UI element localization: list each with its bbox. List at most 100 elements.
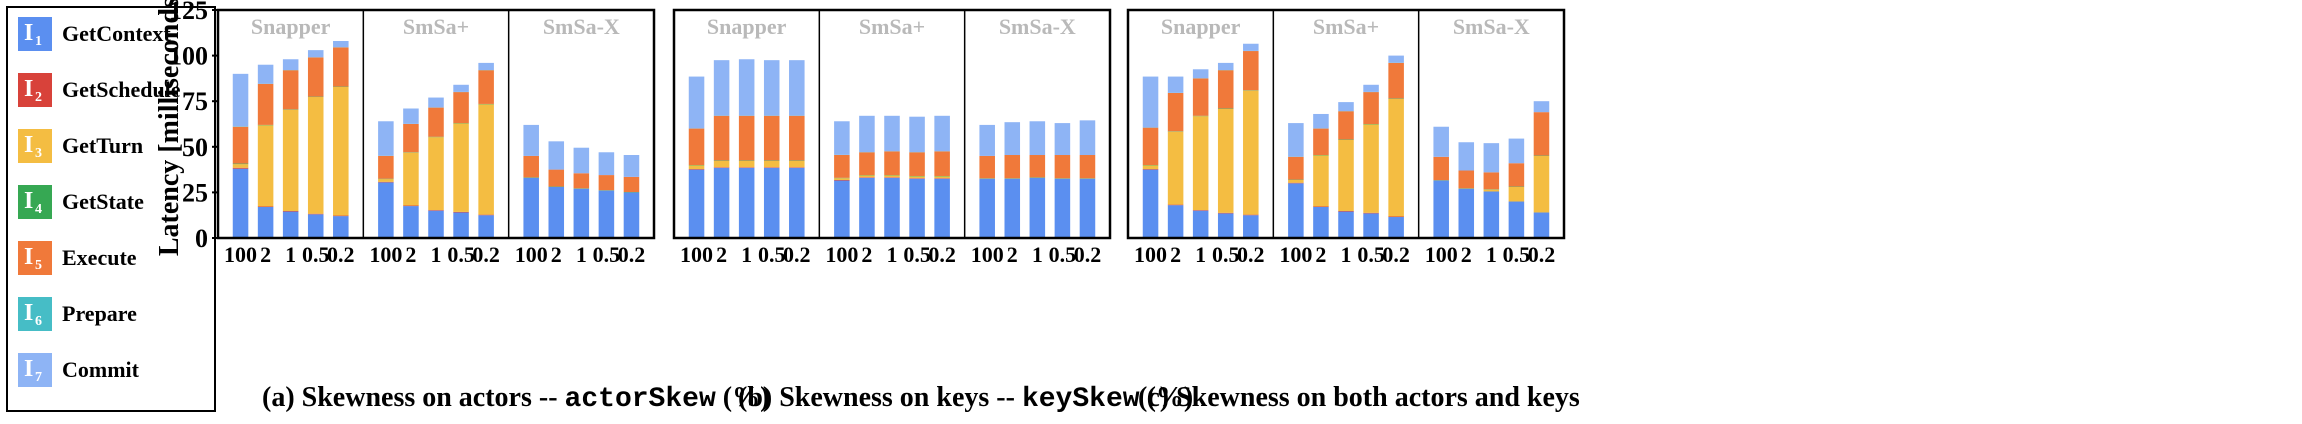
bar-b-1-0-execute bbox=[834, 155, 850, 178]
bar-b-0-4-commit bbox=[789, 60, 805, 116]
bar-c-0-2-getturn bbox=[1192, 116, 1209, 211]
bar-c-2-0-getcontext bbox=[1433, 180, 1449, 238]
bar-c-2-2-execute bbox=[1483, 172, 1500, 190]
panel-c-group-0: Snapper 100 2 1 0.50.2 bbox=[1134, 14, 1265, 267]
bar-a-1-2-commit bbox=[428, 97, 444, 108]
bar-a-1-1-execute bbox=[403, 124, 419, 153]
x-tick-label-b-2-2: 1 bbox=[1032, 242, 1043, 267]
x-tick-label-c-1-4: 0.2 bbox=[1382, 242, 1410, 267]
legend-label-getturn: GetTurn bbox=[62, 133, 144, 158]
bar-c-2-3-execute bbox=[1508, 163, 1525, 187]
bar-b-2-2-execute bbox=[1029, 155, 1046, 178]
bar-c-0-2-getschedule bbox=[1192, 210, 1209, 211]
x-tick-label-b-2-4: 0.2 bbox=[1074, 242, 1102, 267]
x-tick-label-a-1-0: 100 bbox=[369, 242, 402, 267]
panel-a-group-0: Snapper 100 2 1 0.50.2 bbox=[224, 14, 355, 267]
bar-c-1-4-getschedule bbox=[1388, 216, 1404, 218]
bar-c-1-4-execute bbox=[1388, 62, 1404, 99]
bar-a-2-4-commit bbox=[623, 155, 640, 177]
bar-b-0-2-commit bbox=[738, 59, 755, 116]
bar-a-2-3-commit bbox=[598, 152, 615, 176]
x-tick-label-c-0-2: 1 bbox=[1195, 242, 1206, 267]
bar-b-0-3-getcontext bbox=[763, 167, 780, 238]
bar-a-2-3-execute bbox=[598, 175, 615, 191]
bar-c-0-2-execute bbox=[1192, 78, 1209, 116]
bar-a-1-2-execute bbox=[428, 107, 444, 137]
bar-c-2-1-getcontext bbox=[1458, 188, 1475, 238]
bar-b-2-0-commit bbox=[979, 124, 995, 156]
bar-b-0-2-getschedule bbox=[738, 167, 755, 168]
bar-a-0-0-getstate bbox=[232, 163, 249, 165]
bar-c-1-3-getcontext bbox=[1363, 213, 1379, 238]
bar-c-2-2-commit bbox=[1483, 143, 1500, 173]
bar-b-1-4-getturn bbox=[934, 176, 950, 179]
bar-c-1-3-execute bbox=[1363, 92, 1379, 124]
bar-a-0-0-getschedule bbox=[232, 167, 249, 169]
bar-b-0-1-getcontext bbox=[713, 167, 730, 238]
bar-a-2-2-commit bbox=[573, 147, 590, 174]
bar-b-1-2-getcontext bbox=[884, 177, 900, 238]
bar-a-0-1-getturn bbox=[257, 125, 274, 207]
x-tick-label-c-2-1: 2 bbox=[1461, 242, 1472, 267]
x-tick-label-c-2-3: 0.5 bbox=[1503, 242, 1531, 267]
y-tick-label-0: 0 bbox=[195, 224, 208, 253]
bar-b-1-4-commit bbox=[934, 115, 950, 152]
bar-b-1-1-getschedule bbox=[859, 177, 875, 178]
bar-c-0-4-commit bbox=[1243, 43, 1259, 51]
group-title-a-1: SmSa+ bbox=[403, 14, 469, 39]
bar-a-1-4-commit bbox=[478, 62, 494, 71]
bar-b-2-3-getcontext bbox=[1054, 178, 1071, 238]
bar-a-1-1-getcontext bbox=[403, 206, 419, 238]
x-tick-label-c-1-3: 0.5 bbox=[1357, 242, 1385, 267]
bar-b-1-0-getturn bbox=[834, 178, 850, 180]
bar-c-0-0-execute bbox=[1142, 127, 1159, 166]
bar-b-1-3-execute bbox=[909, 152, 925, 176]
bar-a-1-1-getturn bbox=[403, 152, 419, 206]
bar-c-1-0-getcontext bbox=[1288, 183, 1304, 238]
y-axis: 0 25 50 75 100 125 bbox=[169, 0, 218, 253]
x-tick-label-b-0-0: 100 bbox=[680, 242, 713, 267]
panel-frame-b bbox=[672, 8, 1112, 240]
bar-b-1-2-getturn bbox=[884, 175, 900, 178]
bar-a-0-1-getcontext bbox=[257, 206, 274, 238]
bar-b-1-0-getcontext bbox=[834, 180, 850, 238]
bar-a-2-0-commit bbox=[523, 124, 539, 156]
bar-c-2-4-commit bbox=[1533, 101, 1550, 113]
x-tick-label-c-2-4: 0.2 bbox=[1528, 242, 1556, 267]
bar-a-1-3-execute bbox=[453, 92, 469, 124]
bar-b-2-1-getcontext bbox=[1004, 178, 1021, 238]
bar-a-1-4-getturn bbox=[478, 104, 494, 215]
bar-a-2-1-commit bbox=[548, 141, 565, 170]
bar-b-1-3-getschedule bbox=[909, 178, 925, 179]
bar-c-2-0-commit bbox=[1433, 126, 1449, 157]
caption-a-param: actorSkew bbox=[564, 384, 716, 415]
legend-label-commit: Commit bbox=[62, 357, 139, 382]
x-tick-label-b-0-4: 0.2 bbox=[783, 242, 811, 267]
x-tick-label-b-1-2: 1 bbox=[887, 242, 898, 267]
bar-a-0-1-commit bbox=[257, 64, 274, 84]
x-tick-label-b-1-1: 2 bbox=[861, 242, 872, 267]
bar-c-0-1-execute bbox=[1167, 92, 1184, 132]
bar-b-0-4-getcontext bbox=[789, 167, 805, 238]
x-tick-label-a-2-2: 1 bbox=[576, 242, 587, 267]
bar-b-1-0-getschedule bbox=[834, 179, 850, 181]
panel-frame-c bbox=[1126, 8, 1566, 240]
bar-c-1-2-getturn bbox=[1338, 139, 1354, 212]
bar-c-1-2-getschedule bbox=[1338, 211, 1354, 212]
bar-c-1-2-commit bbox=[1338, 102, 1354, 112]
x-tick-label-a-2-0: 100 bbox=[515, 242, 548, 267]
x-tick-label-c-2-2: 1 bbox=[1486, 242, 1497, 267]
legend-label-prepare: Prepare bbox=[62, 301, 137, 326]
bar-c-2-0-execute bbox=[1433, 156, 1449, 181]
bar-a-0-2-getcontext bbox=[282, 211, 299, 238]
x-tick-label-a-1-2: 1 bbox=[431, 242, 442, 267]
bar-a-1-2-getcontext bbox=[428, 210, 444, 238]
x-tick-label-a-2-1: 2 bbox=[551, 242, 562, 267]
x-tick-label-c-0-1: 2 bbox=[1170, 242, 1181, 267]
bar-c-1-1-commit bbox=[1313, 113, 1329, 129]
